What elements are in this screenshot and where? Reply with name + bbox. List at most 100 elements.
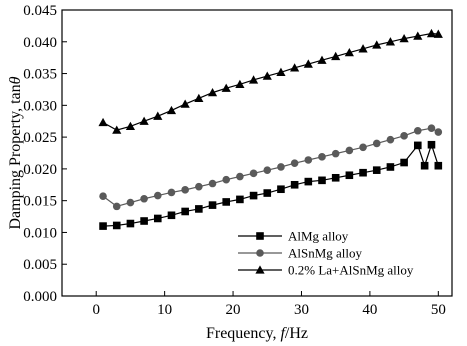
data-point-square: [400, 158, 408, 167]
data-point-triangle: [426, 28, 437, 38]
data-point-circle: [263, 166, 272, 174]
data-point-triangle: [276, 67, 286, 76]
data-point-circle: [434, 128, 443, 136]
x-tick-label: 30: [294, 302, 309, 318]
data-point-square: [236, 195, 244, 204]
data-point-square: [249, 191, 258, 200]
data-point-square: [140, 217, 148, 225]
data-point-square: [359, 168, 367, 177]
y-tick-label: 0.010: [23, 225, 57, 241]
data-point-triangle: [413, 31, 423, 40]
data-point-circle: [195, 182, 203, 191]
y-tick-label: 0.015: [23, 194, 57, 210]
data-point-triangle: [399, 34, 409, 43]
axis-ticks: 0 10 20 30 40 50 0.000 0.005 0.010 0.015 0.020 0.02…: [23, 3, 446, 318]
data-point-triangle: [139, 116, 149, 125]
data-point-circle: [181, 186, 189, 194]
data-point-circle: [112, 202, 121, 211]
data-point-square: [413, 141, 422, 150]
data-point-triangle: [262, 71, 272, 80]
series-circle: [99, 124, 443, 211]
data-point-circle: [359, 143, 367, 152]
data-point-triangle: [166, 105, 177, 115]
data-point-circle: [208, 179, 217, 188]
x-tick-label: 50: [431, 302, 446, 318]
y-tick-label: 0.040: [23, 35, 57, 51]
series-square: [99, 140, 443, 230]
data-point-triangle: [248, 75, 259, 84]
x-tick-label: 20: [226, 302, 241, 318]
x-tick-label: 40: [362, 302, 377, 318]
x-tick-label: 0: [92, 302, 100, 318]
legend-label: AlMg alloy: [288, 229, 349, 244]
data-point-circle: [277, 163, 285, 171]
data-point-square: [318, 176, 326, 185]
data-point-circle: [345, 146, 354, 155]
data-point-triangle: [98, 117, 108, 127]
data-point-square: [434, 161, 443, 170]
data-point-square: [427, 140, 436, 149]
data-point-triangle: [290, 63, 300, 72]
y-tick-label: 0.005: [23, 257, 57, 273]
data-point-triangle: [125, 121, 136, 130]
data-point-circle: [400, 132, 408, 140]
legend-item: 0.2% La+AlSnMg alloy: [238, 263, 414, 278]
data-point-circle: [126, 198, 135, 207]
legend-item: AlSnMg alloy: [238, 246, 363, 261]
data-point-triangle: [433, 29, 443, 38]
legend-item: AlMg alloy: [238, 229, 349, 244]
data-point-triangle: [235, 79, 245, 89]
series-line: [102, 32, 439, 131]
data-point-square: [208, 201, 217, 209]
y-tick-label: 0.030: [23, 98, 57, 114]
data-point-square: [181, 207, 189, 216]
data-point-triangle: [317, 55, 327, 64]
data-point-square: [195, 205, 203, 213]
data-point-triangle: [221, 83, 231, 92]
data-point-square: [99, 222, 107, 230]
series-line: [103, 142, 439, 227]
data-point-circle: [153, 191, 162, 200]
data-point-triangle: [255, 265, 265, 274]
data-point-square: [112, 221, 121, 230]
data-point-square: [331, 173, 340, 182]
data-point-square: [256, 232, 264, 240]
data-point-square: [222, 198, 231, 206]
data-point-square: [153, 214, 162, 223]
y-tick-label: 0.045: [23, 3, 57, 19]
data-point-square: [372, 166, 381, 174]
x-axis-title: Frequency, f/Hz: [206, 325, 308, 342]
data-point-square: [345, 171, 354, 180]
data-point-square: [263, 189, 272, 197]
data-point-triangle: [303, 59, 313, 68]
data-point-circle: [290, 159, 299, 167]
y-tick-label: 0.035: [23, 67, 57, 83]
data-point-circle: [304, 156, 313, 164]
data-point-square: [304, 177, 313, 186]
data-point-circle: [331, 149, 340, 158]
data-point-triangle: [358, 44, 368, 53]
plot-frame: [61, 9, 453, 297]
data-point-square: [167, 211, 176, 220]
data-point-circle: [236, 172, 244, 181]
data-point-circle: [167, 188, 176, 197]
legend-label: AlSnMg alloy: [288, 246, 363, 261]
data-point-triangle: [385, 37, 396, 46]
data-point-triangle: [344, 47, 354, 57]
data-point-circle: [413, 126, 422, 135]
data-point-triangle: [194, 93, 204, 103]
legend-label: 0.2% La+AlSnMg alloy: [288, 263, 414, 278]
y-axis-title: Damping Property, tanθ: [7, 76, 24, 229]
legend: AlMg alloy AlSnMg alloy 0.2% La+AlSnMg all…: [238, 229, 414, 278]
data-point-circle: [256, 249, 264, 257]
y-tick-label: 0.020: [23, 162, 57, 178]
data-point-square: [277, 185, 285, 194]
data-point-circle: [372, 139, 381, 148]
data-point-triangle: [207, 88, 218, 97]
y-tick-label: 0.025: [23, 130, 57, 146]
data-point-circle: [318, 153, 326, 161]
data-point-square: [126, 219, 135, 228]
data-point-square: [290, 180, 299, 189]
x-tick-label: 10: [157, 302, 172, 318]
